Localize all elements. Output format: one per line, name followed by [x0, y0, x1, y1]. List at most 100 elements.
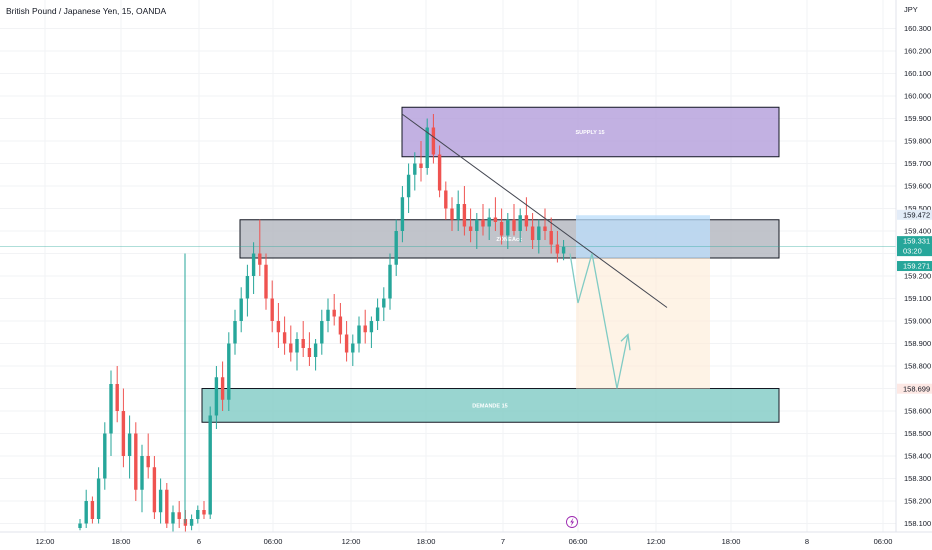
candle-body — [109, 384, 113, 434]
projection-arrowhead — [620, 333, 631, 351]
candle-body — [251, 253, 256, 276]
candle-body — [338, 316, 343, 335]
time-tick-label: 18:00 — [417, 537, 436, 546]
zone-box — [201, 388, 780, 423]
time-tick-label: 18:00 — [112, 537, 131, 546]
candle-body — [506, 219, 510, 236]
candle-body — [146, 456, 150, 468]
price-tag-bg — [897, 236, 932, 257]
price-tag-value: 159.331 — [903, 237, 930, 246]
price-tag-value: 158.699 — [903, 384, 930, 393]
price-tick-label: 159.100 — [904, 294, 931, 303]
candle-body — [512, 219, 516, 231]
candle-body — [220, 377, 225, 400]
price-tag-bg — [897, 209, 932, 220]
zone-label: DEMANDE 15 — [472, 403, 507, 409]
candle-body — [134, 433, 138, 490]
candle-body — [530, 226, 535, 240]
candle-body — [444, 190, 448, 209]
candle-body — [375, 307, 380, 321]
candle-body — [351, 343, 355, 353]
candle-body — [425, 127, 429, 168]
candle-body — [419, 163, 423, 168]
price-tick-label: 158.600 — [904, 407, 931, 416]
candle-body — [481, 219, 485, 227]
price-tick-label: 160.200 — [904, 47, 931, 56]
price-tick-label: 158.900 — [904, 339, 931, 348]
price-axis[interactable]: 160.300 160.200 160.100 160.000 159.900 159.8… — [904, 24, 931, 528]
candle-body — [165, 489, 169, 524]
candle-body — [518, 215, 522, 231]
candle-body — [227, 343, 231, 400]
price-tick-label: 160.000 — [904, 92, 931, 101]
candle-body — [493, 217, 498, 222]
candle-body — [450, 208, 454, 220]
candle-body — [462, 204, 467, 227]
price-tick-label: 159.700 — [904, 159, 931, 168]
drawings-layer — [401, 113, 668, 389]
price-tick-label: 158.300 — [904, 474, 931, 483]
candle-body — [357, 325, 361, 344]
price-tag-value: 159.472 — [903, 210, 930, 219]
candle-body — [456, 204, 460, 220]
candle-body — [561, 246, 566, 254]
candle-body — [127, 433, 132, 456]
candle-body — [475, 219, 479, 231]
candle-body — [537, 226, 541, 240]
time-axis[interactable]: 12:00 18:00 6 06:00 12:00 18:00 7 06:00 12:00 18:… — [36, 537, 893, 546]
candle-body — [171, 512, 175, 524]
candle-body — [78, 523, 82, 528]
time-tick-label: 8 — [805, 537, 809, 546]
candle-body — [320, 321, 324, 344]
candles-layer — [78, 114, 566, 533]
candle-body — [524, 215, 529, 227]
candle-body — [326, 309, 330, 321]
zone-extra-label: Acc — [512, 237, 522, 243]
candle-body — [245, 276, 250, 299]
time-tick-label: 18:00 — [722, 537, 741, 546]
time-tick-label: 06:00 — [264, 537, 283, 546]
time-tick-label: 06:00 — [569, 537, 588, 546]
price-tag-value: 159.271 — [903, 262, 930, 271]
candle-body — [282, 332, 287, 344]
candle-body — [84, 501, 88, 524]
candle-body — [369, 321, 374, 333]
price-tick-label: 159.500 — [904, 204, 931, 213]
candle-body — [121, 411, 126, 456]
candle-body — [487, 217, 491, 227]
candle-body — [307, 348, 312, 357]
candle-body — [158, 489, 163, 513]
price-tick-label: 159.400 — [904, 227, 931, 236]
stop-loss-area — [576, 215, 710, 258]
price-tick-label: 158.400 — [904, 452, 931, 461]
countdown-label: 03:20 — [903, 247, 922, 256]
candle-body — [406, 174, 411, 198]
candle-body — [264, 264, 268, 299]
price-tick-label: 160.100 — [904, 69, 931, 78]
candle-body — [115, 384, 119, 411]
lightning-icon[interactable] — [566, 516, 578, 528]
candle-body — [239, 298, 243, 321]
time-tick-label: 06:00 — [874, 537, 893, 546]
price-tick-label: 158.500 — [904, 429, 931, 438]
candle-body — [233, 321, 237, 344]
symbol-title[interactable]: British Pound / Japanese Yen, 15, OANDA — [6, 6, 167, 16]
candle-body — [499, 222, 504, 236]
candle-body — [270, 298, 274, 321]
take-profit-area — [576, 258, 710, 389]
trend-line — [401, 113, 668, 308]
price-tick-label: 159.000 — [904, 317, 931, 326]
candle-body — [363, 325, 367, 333]
candle-body — [276, 321, 281, 333]
candle-body — [295, 339, 299, 353]
candle-body — [468, 226, 473, 231]
candle-body — [177, 512, 181, 519]
time-tick-label: 12:00 — [342, 537, 361, 546]
price-tick-label: 159.900 — [904, 114, 931, 123]
price-tick-label: 158.100 — [904, 519, 931, 528]
candle-body — [202, 510, 206, 515]
zone-box — [401, 106, 780, 158]
zone-label: SUPPLY 15 — [575, 130, 604, 136]
